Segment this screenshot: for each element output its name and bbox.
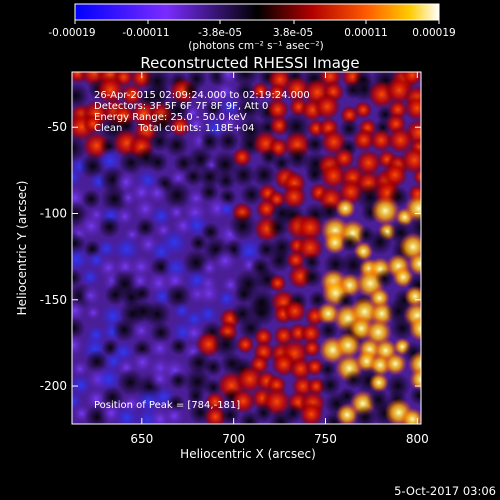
y-axis: -50 -100 -150 -200 xyxy=(40,120,421,393)
colorbar-tick-label: -0.00019 xyxy=(48,27,95,39)
annotation-energy-range: Energy Range: 25.0 - 50.0 keV xyxy=(94,112,247,123)
y-tick-label: -50 xyxy=(47,120,67,134)
colorbar-tick-label: -3.8e-05 xyxy=(198,27,242,39)
annotation-clean-counts: Clean Total counts: 1.18E+04 xyxy=(94,123,254,134)
heatmap-image xyxy=(72,72,421,424)
y-tick-label: -150 xyxy=(40,293,67,307)
colorbar-tick-label: 0.00011 xyxy=(344,27,387,39)
colorbar xyxy=(74,3,440,21)
x-axis-label: Heliocentric X (arcsec) xyxy=(180,447,316,461)
annotation-detectors: Detectors: 3F 5F 6F 7F 8F 9F, Att 0 xyxy=(94,101,268,112)
colorbar-tick-label: -0.00011 xyxy=(122,27,169,39)
chart-title: Reconstructed RHESSI Image xyxy=(140,54,359,72)
colorbar-tick-label: 0.00019 xyxy=(412,27,455,39)
x-tick-label: 650 xyxy=(130,432,153,446)
x-axis: 650 700 750 800 xyxy=(130,72,429,446)
y-tick-label: -200 xyxy=(40,379,67,393)
annotation-time-range: 26-Apr-2015 02:09:24.000 to 02:19:24.000 xyxy=(94,90,310,101)
x-tick-label: 700 xyxy=(222,432,245,446)
plot-frame xyxy=(71,71,422,425)
y-tick-label: -100 xyxy=(40,206,67,220)
x-tick-label: 800 xyxy=(406,432,429,446)
peak-position-label: Position of Peak = [784,-181] xyxy=(94,400,240,411)
colorbar-tick-label: 3.8e-05 xyxy=(273,27,313,39)
x-tick-label: 750 xyxy=(314,432,337,446)
y-axis-label: Heliocentric Y (arcsec) xyxy=(15,181,29,316)
colorbar-unit-label: (photons cm⁻² s⁻¹ asec⁻²) xyxy=(188,40,323,52)
footer-date: 5-Oct-2017 03:06 xyxy=(394,484,496,498)
colorbar-ticks xyxy=(74,20,440,24)
annotation-block: 26-Apr-2015 02:09:24.000 to 02:19:24.000… xyxy=(94,90,310,134)
